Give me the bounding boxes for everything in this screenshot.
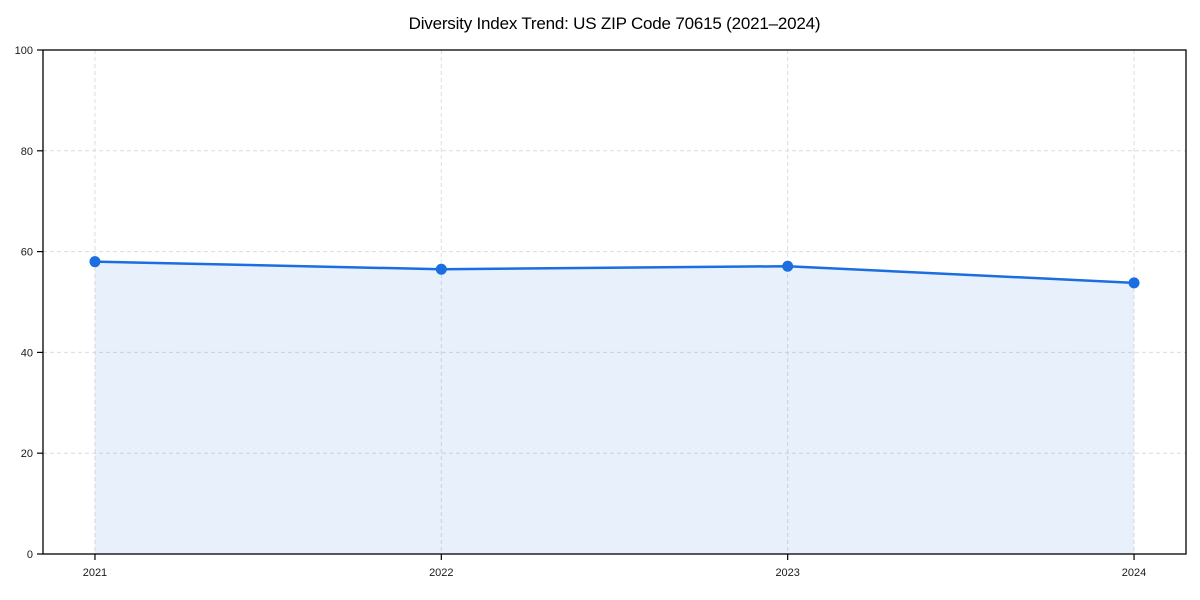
data-point-2022	[435, 263, 447, 275]
y-tick-label-20: 20	[21, 448, 33, 460]
data-point-2021	[89, 256, 101, 268]
plot-border	[42, 49, 1187, 555]
y-tick-label-60: 60	[21, 247, 33, 259]
y-tick-label-40: 40	[21, 347, 33, 359]
x-tick-label-2022: 2022	[429, 567, 453, 579]
x-tick-label-2024: 2024	[1122, 567, 1146, 579]
trend-line	[93, 260, 1136, 285]
area-fill	[94, 261, 1135, 554]
data-point-2023	[782, 260, 794, 272]
y-tick-label-0: 0	[27, 549, 33, 561]
chart-title: Diversity Index Trend: US ZIP Code 70615…	[408, 14, 821, 33]
data-point-2024	[1128, 277, 1140, 289]
y-tick-label-80: 80	[21, 146, 33, 158]
x-tick-label-2021: 2021	[83, 567, 107, 579]
x-tick-label-2023: 2023	[775, 567, 799, 579]
y-tick-label-100: 100	[15, 45, 33, 57]
